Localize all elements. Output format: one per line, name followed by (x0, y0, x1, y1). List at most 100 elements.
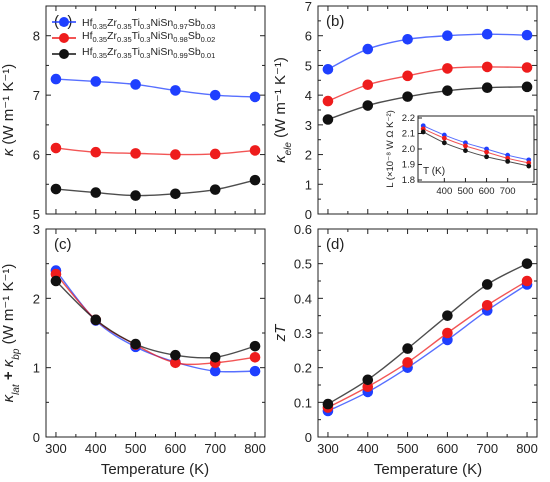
panel-label: (b) (326, 13, 344, 30)
data-point (90, 76, 102, 87)
legend-text: Zr (107, 17, 117, 29)
y-axis-label: κ (W m⁻¹ K⁻¹) (0, 64, 17, 156)
data-point (481, 299, 493, 311)
y-tick-label: 1 (305, 177, 312, 192)
x-tick-label: 300 (317, 441, 339, 456)
y-label-symbol: κ (272, 154, 289, 163)
legend-subscript: 0.35 (93, 22, 108, 31)
legend-text: Sb (188, 17, 201, 29)
data-point (442, 30, 453, 42)
y-tick-label: 6 (305, 29, 312, 44)
data-point (249, 351, 261, 363)
legend-subscript: 0.35 (117, 51, 132, 60)
x-tick-label: 500 (125, 441, 147, 456)
legend-subscript: 0.03 (201, 22, 216, 31)
legend-subscript: 0.3 (140, 22, 150, 31)
y-label-subscript: lat (11, 383, 22, 395)
legend-text: Sb (188, 30, 201, 42)
series-line-3 (327, 86, 528, 121)
legend-subscript: 0.35 (93, 35, 108, 44)
data-point (362, 79, 374, 91)
inset-y-tick-label: 1.8 (402, 175, 415, 186)
data-point (170, 357, 181, 369)
data-point (521, 258, 533, 269)
data-point (481, 61, 493, 73)
data-point (209, 365, 221, 377)
series-line-3 (55, 179, 256, 197)
data-point (50, 73, 62, 85)
inset-data-point (441, 135, 447, 141)
legend-text: Ti (132, 46, 140, 58)
data-point (402, 33, 413, 45)
inset-data-point (463, 148, 468, 153)
legend-label: Hf0.35Zr0.35Ti0.3NiSn0.99Sb0.01 (82, 46, 215, 60)
inset-y-tick-label: 1.9 (402, 160, 415, 171)
inset-data-point (484, 149, 489, 155)
y-tick-label: 0.4 (294, 291, 312, 306)
y-label-unit: (W m⁻¹ K⁻¹) (0, 64, 17, 149)
legend-text: Hf (82, 46, 93, 58)
data-point (90, 314, 102, 326)
x-tick-label: 700 (476, 441, 498, 456)
data-point (209, 351, 221, 363)
series-line-3 (55, 280, 256, 359)
series-line-1 (55, 78, 256, 98)
y-label-subscript-2: bp (11, 348, 22, 360)
legend-marker (59, 33, 69, 43)
inset: 1.8 1.9 2.0 2.1 2.2 400 500 600 700 L (×10⁻⁸ W Ω … (385, 110, 535, 197)
data-point (170, 149, 181, 160)
series-line-2 (327, 280, 528, 409)
x-tick-label: 800 (244, 441, 266, 456)
panel-2: 0 1 2 3 4 5 6 7 (b) κele (W m⁻¹ K⁻¹) (272, 0, 538, 222)
y-tick-label: 0 (33, 430, 40, 445)
inset-y-tick-label: 2.0 (402, 144, 415, 155)
data-point (130, 148, 141, 159)
data-point (481, 28, 493, 40)
y-axis-label: zT (272, 323, 289, 343)
data-point (402, 91, 413, 102)
inset-data-point (526, 163, 532, 169)
y-tick-label: 3 (305, 118, 312, 133)
legend-text: Hf (82, 17, 93, 29)
legend-subscript: 0.99 (173, 51, 188, 60)
data-point (249, 91, 261, 103)
inset-x-tick-label: 500 (458, 186, 474, 197)
y-tick-label: 3 (33, 222, 40, 237)
inset-data-point (484, 154, 489, 160)
inset-data-point (463, 143, 468, 149)
data-point (170, 349, 181, 361)
data-point (209, 184, 221, 195)
y-label-symbol-2: κ (0, 358, 17, 367)
data-point (50, 275, 62, 287)
y-tick-label: 0.6 (294, 222, 312, 237)
inset-data-point (420, 129, 426, 135)
data-point (481, 279, 493, 290)
legend-text: Ti (132, 17, 140, 29)
y-tick-label: 0 (305, 207, 312, 222)
x-axis-label-d: Temperature (K) (374, 461, 482, 478)
inset-x-tick-label: 400 (436, 186, 452, 197)
data-point (249, 365, 261, 377)
panel-label: (d) (326, 236, 344, 253)
data-point (402, 357, 413, 368)
legend-text: NiSn (150, 17, 173, 29)
y-tick-label: 6 (33, 148, 40, 163)
legend-text: NiSn (150, 30, 173, 42)
y-tick-label: 5 (305, 58, 312, 73)
data-point (50, 183, 62, 195)
inset-x-tick-label: 600 (479, 186, 495, 197)
data-point (249, 340, 261, 352)
x-tick-label: 700 (204, 441, 226, 456)
data-point (442, 310, 453, 321)
legend-text: Zr (107, 30, 117, 42)
x-tick-label: 400 (357, 441, 379, 456)
y-label-unit: (W m⁻¹ K⁻¹) (0, 264, 17, 349)
legend-subscript: 0.97 (173, 22, 188, 31)
y-axis-label: κlat + κbp (W m⁻¹ K⁻¹) (0, 264, 22, 403)
data-point (521, 29, 533, 41)
y-tick-label: 0.3 (294, 326, 312, 341)
data-point (322, 95, 334, 107)
data-point (130, 79, 141, 90)
series-line-1 (327, 33, 528, 70)
